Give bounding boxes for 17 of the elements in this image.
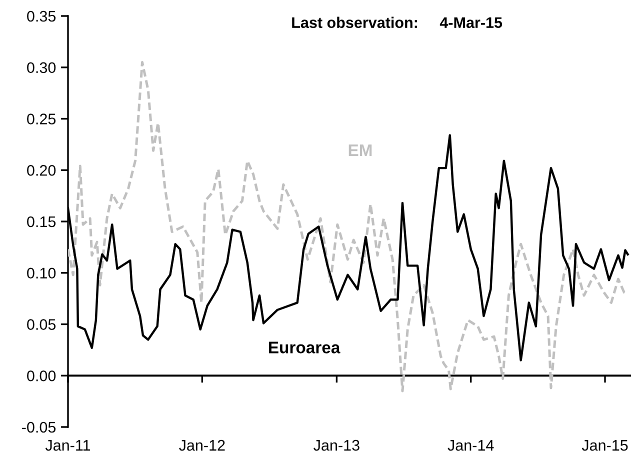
x-tick-label: Jan-11	[45, 440, 90, 451]
y-tick-label: 0.30	[27, 62, 56, 74]
annotation: Last observation: 4-Mar-15	[292, 16, 502, 28]
y-tick-label: 0.25	[27, 114, 56, 124]
y-tick-label: 0.10	[27, 268, 56, 279]
x-tick-label: Jan-13	[314, 440, 360, 451]
y-tick-label: 0.15	[27, 216, 56, 228]
y-tick-label: -0.05	[22, 422, 56, 433]
x-tick-label: Jan-14	[448, 440, 494, 451]
y-tick-label: 0.00	[27, 370, 56, 382]
x-tick-label: Jan-15	[582, 440, 628, 451]
y-tick-label: 0.35	[27, 10, 56, 22]
y-tick-label: 0.20	[27, 164, 56, 176]
text: EM	[348, 144, 372, 156]
y-tick-label: 0.05	[27, 319, 56, 330]
x-tick-label: Jan-12	[179, 440, 225, 451]
series-label: Euroarea	[269, 342, 340, 354]
